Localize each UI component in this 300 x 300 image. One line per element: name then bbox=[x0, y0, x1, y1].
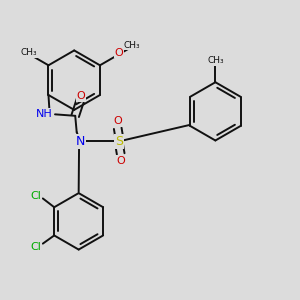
Text: NH: NH bbox=[36, 109, 52, 119]
Text: Cl: Cl bbox=[31, 191, 41, 201]
Text: O: O bbox=[116, 156, 125, 166]
Text: Cl: Cl bbox=[31, 242, 41, 252]
Text: O: O bbox=[77, 91, 85, 101]
Text: CH₃: CH₃ bbox=[124, 40, 140, 50]
Text: S: S bbox=[115, 135, 123, 148]
Text: O: O bbox=[113, 116, 122, 126]
Text: CH₃: CH₃ bbox=[208, 56, 225, 65]
Text: N: N bbox=[76, 136, 85, 148]
Text: CH₃: CH₃ bbox=[21, 48, 37, 57]
Text: O: O bbox=[115, 47, 124, 58]
